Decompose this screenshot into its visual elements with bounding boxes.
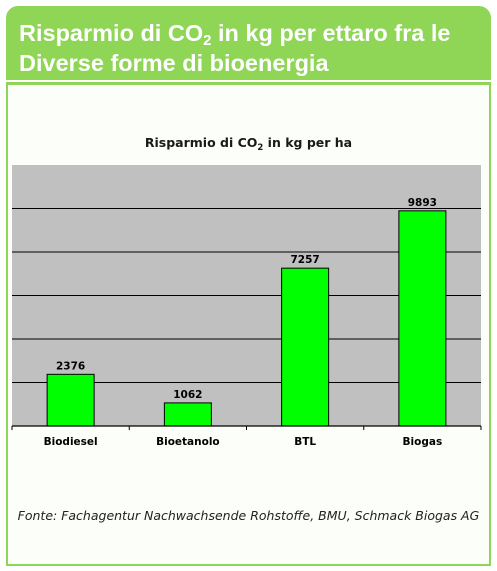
source-note: Fonte: Fachagentur Nachwachsende Rohstof… xyxy=(17,508,480,523)
category-label-biogas: Biogas xyxy=(403,436,443,448)
title-banner: Risparmio di CO2 in kg per ettaro fra le… xyxy=(6,6,491,80)
banner-title-line1: Risparmio di CO2 in kg per ettaro fra le xyxy=(19,20,451,49)
value-label-biodiesel: 2376 xyxy=(56,360,85,372)
bar-biodiesel xyxy=(46,373,95,427)
banner-title-line2: Diverse forme di bioenergia xyxy=(19,50,329,76)
category-label-biodiesel: Biodiesel xyxy=(44,436,98,448)
value-label-bioetanolo: 1062 xyxy=(173,389,202,401)
chart-title: Risparmio di CO2 in kg per ha xyxy=(144,135,353,153)
bar-btl xyxy=(281,267,330,427)
category-label-btl: BTL xyxy=(294,436,316,448)
bar-bioetanolo xyxy=(163,402,212,427)
category-label-bioetanolo: Bioetanolo xyxy=(156,436,220,448)
bar-biogas xyxy=(398,210,447,427)
value-label-biogas: 9893 xyxy=(408,197,437,209)
value-label-btl: 7257 xyxy=(291,254,320,266)
